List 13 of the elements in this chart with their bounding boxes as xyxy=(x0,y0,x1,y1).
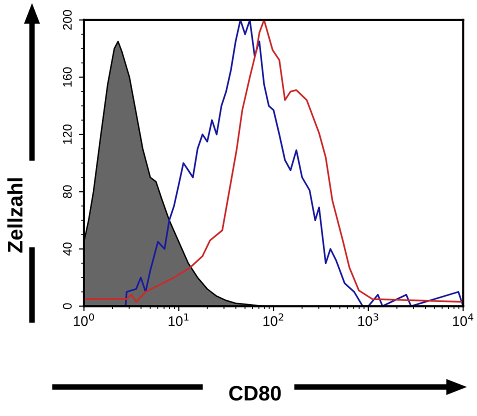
x-tick-label: 10$^{2}$ xyxy=(264,313,284,326)
x-tick-label: 10$^{0}$ xyxy=(74,313,94,326)
y-axis-title: Zellzahl xyxy=(7,178,23,253)
y-tick-label: 200 xyxy=(62,10,72,30)
x-tick-label: 10$^{3}$ xyxy=(358,313,378,326)
x-axis-title: CD80 xyxy=(229,386,281,401)
y-tick-label: 120 xyxy=(62,124,72,144)
y-tick-label: 160 xyxy=(62,67,72,87)
x-tick-label: 10$^{1}$ xyxy=(168,313,189,326)
y-tick-label: 80 xyxy=(62,185,72,198)
y-tick-label: 40 xyxy=(62,242,72,256)
x-tick-label: 10$^{4}$ xyxy=(453,313,474,326)
y-tick-label: 0 xyxy=(62,303,72,310)
